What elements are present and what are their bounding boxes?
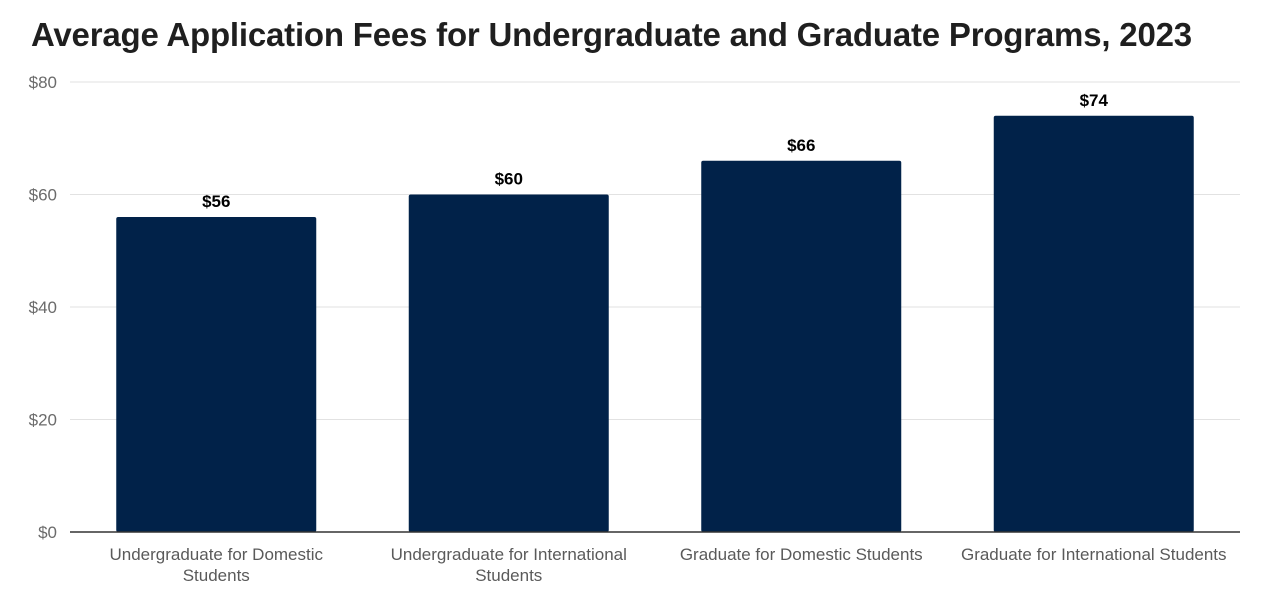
bars — [116, 115, 1194, 532]
data-label: $74 — [1080, 91, 1109, 110]
y-axis-ticks: $0 $20 $40 $60 $80 — [29, 73, 57, 542]
x-category-label: Students — [475, 566, 542, 585]
x-axis-labels: Undergraduate for Domestic Students Underg… — [109, 545, 1226, 585]
x-category-label: Graduate for International Students — [961, 545, 1227, 564]
data-label: $60 — [495, 170, 523, 189]
bar — [408, 194, 609, 532]
y-tick-label: $20 — [29, 411, 57, 430]
chart-title: Average Application Fees for Undergradua… — [31, 16, 1192, 53]
x-category-label: Graduate for Domestic Students — [680, 545, 923, 564]
bar — [993, 115, 1194, 532]
data-labels: $56 $60 $66 $74 — [202, 91, 1108, 211]
data-label: $66 — [787, 136, 815, 155]
y-tick-label: $40 — [29, 298, 57, 317]
x-category-label: Undergraduate for International — [391, 545, 627, 564]
y-tick-label: $0 — [38, 523, 57, 542]
y-tick-label: $60 — [29, 186, 57, 205]
bar — [701, 160, 902, 532]
y-tick-label: $80 — [29, 73, 57, 92]
data-label: $56 — [202, 192, 230, 211]
bar — [116, 217, 317, 532]
x-category-label: Undergraduate for Domestic — [109, 545, 323, 564]
x-category-label: Students — [183, 566, 250, 585]
